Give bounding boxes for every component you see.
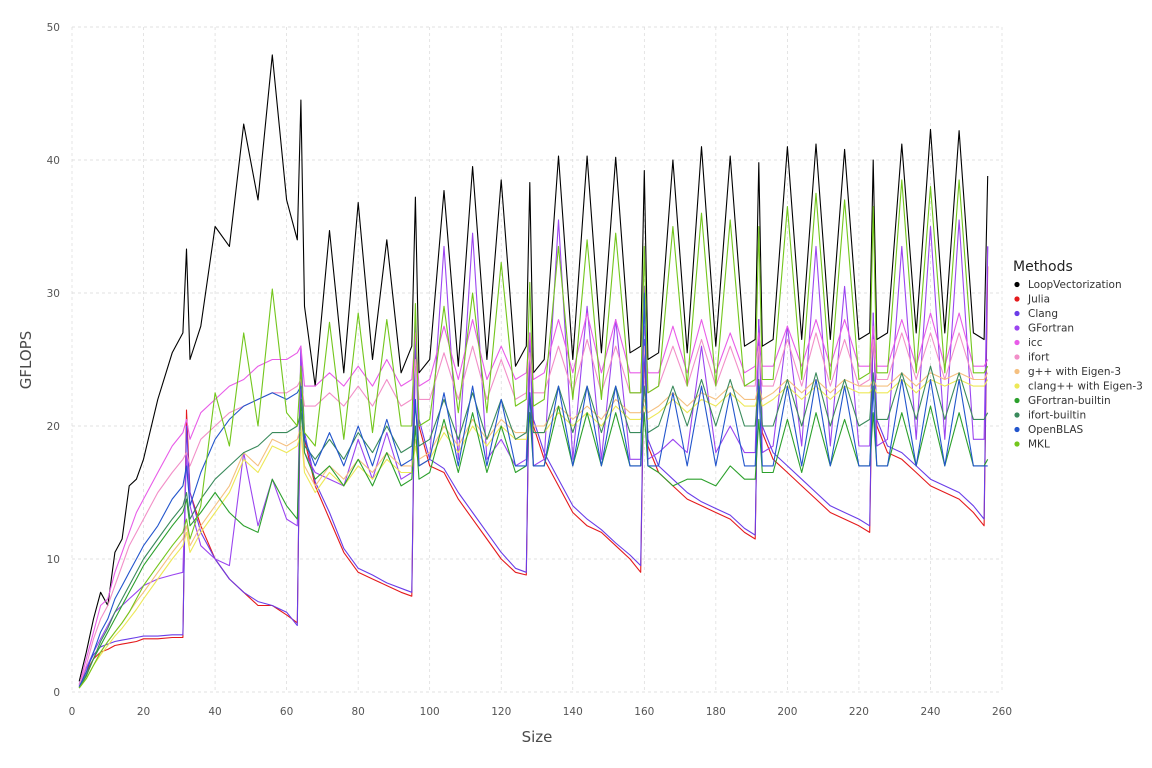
x-tick-label: 80 [351,706,364,718]
legend-label: GFortran-builtin [1028,395,1111,407]
legend-label: LoopVectorization [1028,279,1122,291]
y-tick-label: 10 [47,554,60,566]
series-line-mkl [78,179,989,689]
x-axis-title: Size [522,728,553,746]
x-tick-label: 180 [706,706,726,718]
legend-title: Methods [1013,259,1073,275]
x-tick-label: 200 [777,706,797,718]
legend-label: g++ with Eigen-3 [1028,366,1121,378]
series-line-clang [78,246,989,685]
x-tick-label: 260 [992,706,1012,718]
x-tick-label: 240 [920,706,940,718]
y-axis-title: GFLOPS [17,331,35,389]
series-line-gfortran-builtin [78,398,989,689]
x-tick-label: 40 [208,706,221,718]
legend-items: LoopVectorization Julia Clang GFortran icc if… [1014,279,1143,451]
legend-swatch [1014,310,1020,317]
x-tick-label: 100 [420,706,440,718]
legend-label: MKL [1028,439,1050,451]
series-line-icc [78,312,989,686]
legend-label: ifort [1028,352,1049,364]
legend-swatch [1014,296,1020,302]
y-tick-label: 40 [47,155,60,167]
x-tick-label: 220 [849,706,869,718]
legend-swatch [1014,397,1020,404]
y-tick-label: 0 [53,687,60,699]
legend: Methods LoopVectorization Julia Clang GFort… [1013,259,1143,451]
legend-label: OpenBLAS [1028,424,1084,436]
legend-label: ifort-builtin [1028,410,1086,422]
legend-label: GFortran [1028,323,1074,335]
legend-label: Julia [1027,294,1050,306]
series-line-g-with-eigen-3 [78,372,989,689]
legend-swatch [1014,426,1020,433]
series-line-ifort [78,332,989,686]
legend-swatch [1014,325,1020,331]
legend-label: icc [1028,337,1043,349]
series-line-openblas [78,292,988,687]
x-tick-label: 140 [563,706,583,718]
x-tick-label: 120 [491,706,511,718]
legend-label: Clang [1028,308,1058,320]
legend-swatch [1014,354,1020,360]
legend-swatch [1014,441,1020,447]
x-tick-label: 0 [69,706,76,718]
series-line-ifort-builtin [78,365,989,689]
x-tick-label: 20 [137,706,150,718]
grid-lines [71,26,1003,693]
legend-label: clang++ with Eigen-3 [1028,381,1143,393]
y-tick-label: 30 [47,288,60,300]
legend-swatch [1014,412,1020,418]
y-tick-label: 50 [47,22,60,34]
y-tick-label: 20 [47,421,60,433]
series-lines [78,54,989,689]
legend-swatch [1014,383,1020,389]
x-tick-label: 160 [634,706,654,718]
legend-swatch [1014,281,1020,288]
series-line-clang-with-eigen-3 [78,378,989,689]
x-tick-label: 60 [280,706,293,718]
y-axis-ticks: 0 10 20 30 40 50 [47,22,60,699]
series-line-julia [78,266,989,686]
x-axis-ticks: 0 20 40 60 80 100 120 140 160 180 200 220 240 260 [69,706,1012,718]
legend-swatch [1014,368,1020,375]
legend-swatch [1014,339,1020,346]
series-line-loopvectorization [78,54,989,682]
